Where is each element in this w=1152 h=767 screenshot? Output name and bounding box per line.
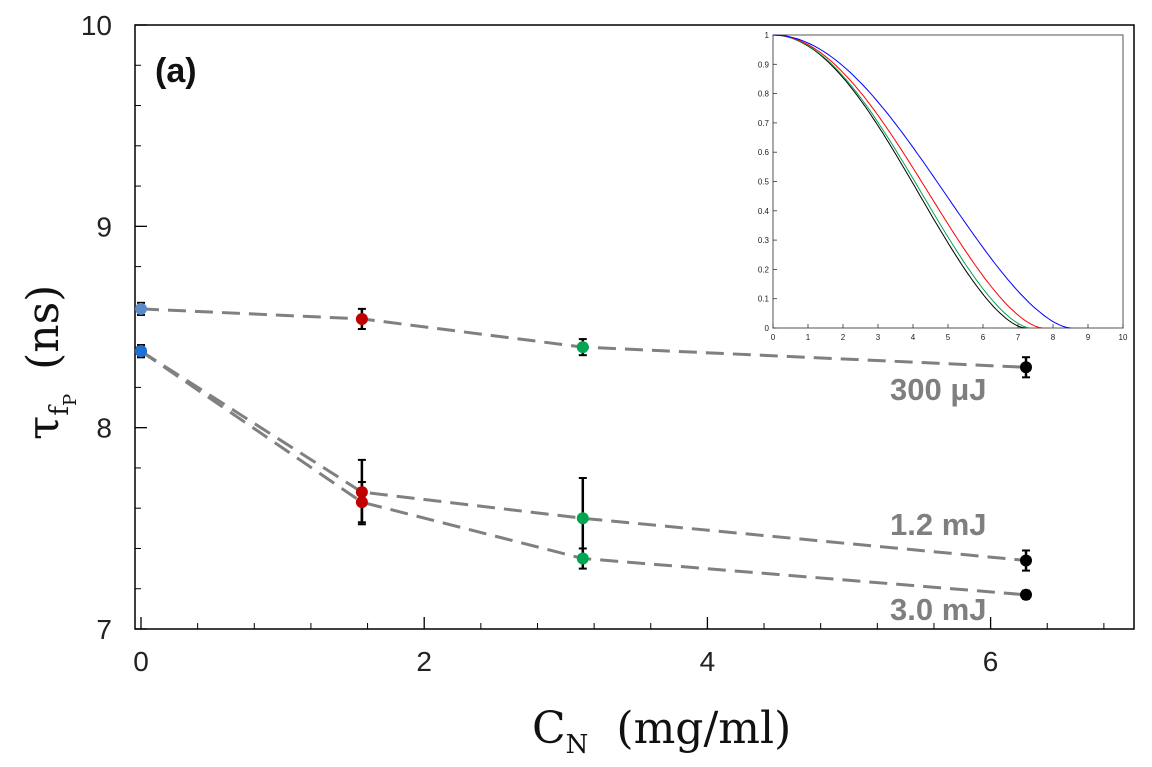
y-axis-subsubscript: P — [60, 394, 81, 406]
inset-x-tick-label: 6 — [981, 333, 986, 342]
y-tick-label: 8 — [96, 413, 112, 444]
data-points — [135, 302, 1032, 601]
inset-x-tick-label: 2 — [841, 333, 846, 342]
x-tick-label: 0 — [133, 646, 149, 677]
inset-curve — [772, 34, 1026, 329]
data-point — [355, 496, 368, 509]
inset-y-tick-label: 0.1 — [758, 295, 770, 304]
inset-y-tick-label: 1 — [765, 31, 770, 40]
inset-curve — [772, 34, 1043, 329]
inset-chart: 0 1 2 3 4 5 6 7 8 9 10 0 0.1 0.2 0.3 0.4 0.5 0.6 0.7 0.8 0.9… — [758, 31, 1128, 342]
series-lines — [140, 307, 1027, 597]
data-point — [1020, 588, 1032, 601]
inset-y-tick-label: 0.4 — [758, 207, 770, 216]
series-label-300uj: 300 μJ — [890, 372, 987, 407]
inset-x-tick-label: 10 — [1119, 333, 1128, 342]
x-axis-title: CN (mg/ml) — [532, 703, 791, 760]
inset-frame — [772, 34, 1124, 329]
inset-x-tick-label: 9 — [1086, 333, 1091, 342]
x-axis-subscript: N — [566, 730, 589, 760]
inset-x-tick-label: 1 — [806, 333, 811, 342]
inset-y-tick-label: 0.3 — [758, 236, 770, 245]
data-point — [135, 302, 147, 315]
inset-ticks: 0 1 2 3 4 5 6 7 8 9 10 0 0.1 0.2 0.3 0.4 0.5 0.6 0.7 0.8 0.9… — [758, 31, 1128, 342]
y-axis-symbol: τ — [18, 416, 69, 440]
inset-y-tick-label: 0.7 — [758, 119, 770, 128]
y-axis-title: τfP (ns) — [18, 285, 81, 440]
x-tick-label: 2 — [416, 646, 432, 677]
y-axis-subscript: f — [45, 404, 75, 416]
inset-x-tick-label: 3 — [876, 333, 881, 342]
data-point — [576, 512, 589, 525]
y-tick-label: 7 — [96, 614, 112, 645]
series-line — [140, 349, 1027, 562]
data-point — [135, 345, 147, 358]
y-tick-label: 9 — [96, 211, 112, 242]
inset-curves — [772, 34, 1071, 329]
error-bars — [137, 301, 1030, 600]
x-tick-label: 6 — [983, 646, 999, 677]
inset-y-tick-label: 0 — [765, 324, 770, 333]
data-point — [1020, 361, 1032, 374]
inset-y-tick-label: 0.9 — [758, 60, 770, 69]
inset-x-tick-label: 5 — [946, 333, 951, 342]
y-tick-label: 10 — [81, 10, 112, 41]
panel-label: (a) — [155, 52, 197, 90]
inset-curve — [772, 34, 1071, 329]
inset-x-tick-label: 8 — [1051, 333, 1056, 342]
data-point — [355, 486, 368, 499]
inset-y-tick-label: 0.5 — [758, 178, 770, 187]
data-point — [576, 552, 589, 565]
inset-x-tick-label: 7 — [1016, 333, 1021, 342]
y-axis-units: (ns) — [18, 285, 69, 370]
series-label-1-2mj: 1.2 mJ — [890, 507, 987, 542]
series-line — [140, 307, 1027, 369]
inset-x-tick-label: 0 — [771, 333, 776, 342]
series-label-3-0mj: 3.0 mJ — [890, 592, 987, 627]
series-line — [140, 349, 1027, 597]
inset-y-tick-label: 0.6 — [758, 148, 770, 157]
x-axis-units: (mg/ml) — [616, 703, 791, 754]
data-point — [576, 341, 589, 354]
data-point — [1020, 554, 1032, 567]
x-axis-symbol: C — [532, 703, 566, 754]
data-point — [355, 312, 368, 325]
x-tick-label: 4 — [700, 646, 716, 677]
inset-y-tick-label: 0.2 — [758, 265, 770, 274]
inset-y-tick-label: 0.8 — [758, 90, 770, 99]
inset-curve — [772, 34, 1031, 329]
inset-x-tick-label: 4 — [911, 333, 916, 342]
